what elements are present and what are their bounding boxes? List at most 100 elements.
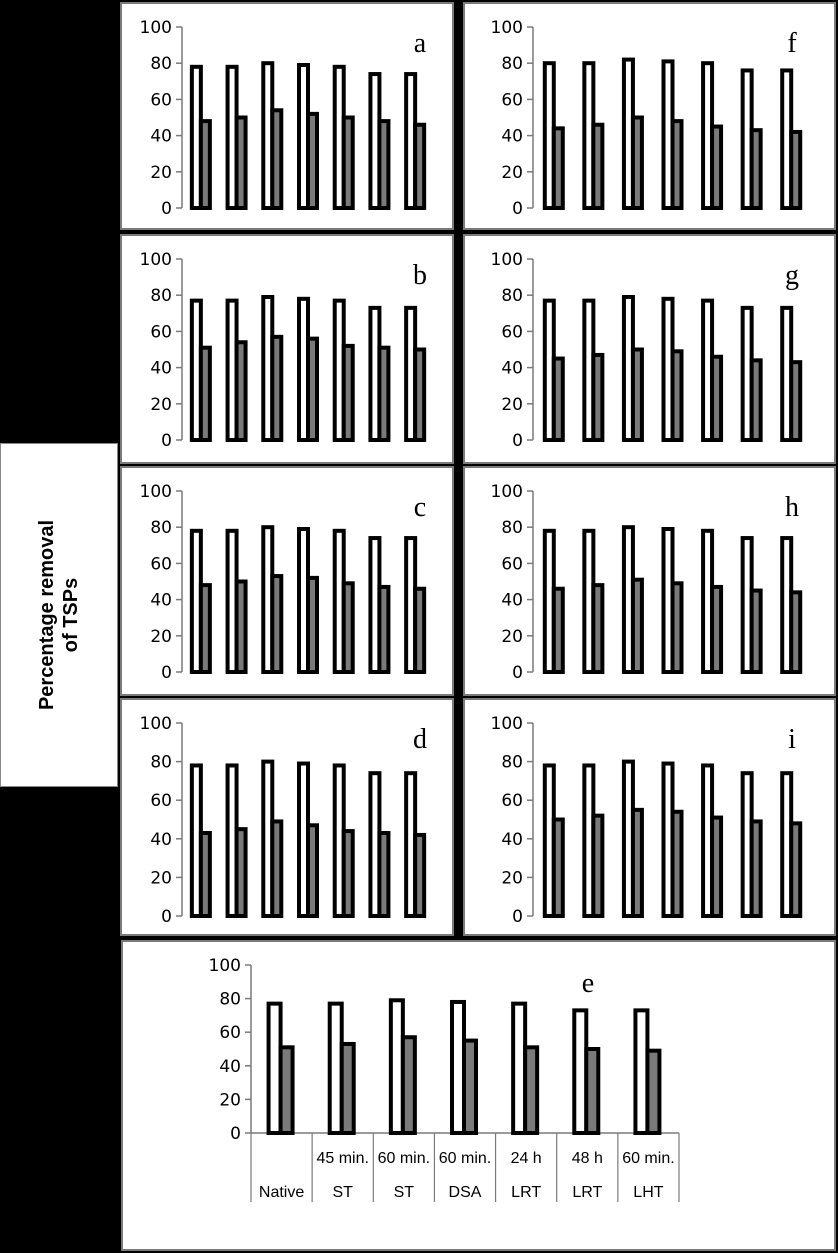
bar-chart-c: 0 20 40 60 80 100 c	[140, 482, 427, 683]
bar-group	[225, 763, 248, 918]
svg-text:0: 0	[161, 663, 172, 683]
bar-group	[572, 1008, 601, 1135]
bar-group	[189, 64, 212, 210]
bar-group	[261, 525, 284, 675]
svg-text:0: 0	[512, 431, 523, 451]
bar-group	[404, 305, 427, 443]
svg-text:20: 20	[501, 395, 523, 415]
bar-group	[368, 771, 391, 919]
panel-letter: g	[785, 260, 799, 291]
panel-letter: a	[414, 28, 427, 59]
bar-group	[780, 68, 803, 210]
svg-text:40: 40	[219, 1057, 241, 1077]
bar-group	[511, 1001, 540, 1135]
bar-group	[701, 61, 724, 211]
svg-text:48 h: 48 h	[572, 1150, 603, 1167]
bar-group	[701, 528, 724, 674]
bar-group	[368, 305, 391, 443]
svg-text:60: 60	[501, 322, 523, 342]
svg-text:100: 100	[491, 250, 523, 270]
svg-text:60: 60	[150, 322, 172, 342]
bar-group	[740, 305, 763, 443]
bar-group	[189, 298, 212, 442]
svg-text:80: 80	[501, 753, 523, 773]
bar-chart-e: 0 20 40 60 80 100 e 45 min. 60 min. 60 min. 24 h 48…	[209, 956, 680, 1202]
bar-group	[701, 298, 724, 442]
svg-text:40: 40	[150, 359, 172, 379]
bar-group	[189, 763, 212, 918]
y-axis-label-line1: Percentage removal	[36, 519, 58, 711]
panel-letter: f	[787, 28, 797, 59]
bar-group	[701, 763, 724, 918]
svg-text:Native: Native	[259, 1184, 304, 1201]
bar-group	[542, 298, 565, 442]
chart-panel-i: 0 20 40 60 80 100 i	[463, 698, 836, 936]
svg-text:80: 80	[150, 518, 172, 538]
bar-group	[582, 298, 605, 442]
svg-text:LRT: LRT	[511, 1184, 541, 1201]
y-axis-label-box: Percentage removal of TSPs	[0, 443, 118, 787]
svg-text:60 min.: 60 min.	[378, 1150, 430, 1167]
bar-group	[297, 63, 319, 211]
bar-group	[633, 1008, 662, 1135]
svg-text:80: 80	[150, 753, 172, 773]
svg-text:24 h: 24 h	[511, 1150, 542, 1167]
bar-group	[404, 771, 427, 919]
svg-text:0: 0	[512, 663, 523, 683]
bar-group	[266, 1001, 295, 1135]
bar-group	[297, 296, 319, 442]
bar-group	[542, 763, 565, 918]
bar-group	[542, 61, 565, 211]
svg-text:20: 20	[150, 627, 172, 647]
svg-text:0: 0	[512, 907, 523, 927]
bar-group	[332, 298, 355, 442]
svg-text:80: 80	[501, 54, 523, 74]
svg-text:60: 60	[219, 1023, 241, 1043]
svg-text:80: 80	[501, 518, 523, 538]
svg-text:40: 40	[501, 830, 523, 850]
svg-text:0: 0	[161, 907, 172, 927]
svg-text:ST: ST	[394, 1184, 415, 1201]
svg-text:20: 20	[501, 627, 523, 647]
svg-text:40: 40	[501, 359, 523, 379]
bar-chart-h: 0 20 40 60 80 100 h	[491, 482, 803, 683]
bar-group	[261, 759, 284, 918]
bar-chart-b: 0 20 40 60 80 100 b	[140, 250, 427, 451]
bar-group	[661, 296, 684, 442]
svg-text:20: 20	[501, 868, 523, 888]
bar-group	[582, 528, 605, 674]
bar-group	[661, 761, 684, 918]
bar-group	[388, 998, 417, 1135]
bar-group	[332, 528, 355, 674]
svg-text:80: 80	[219, 990, 241, 1010]
svg-text:0: 0	[230, 1124, 241, 1144]
svg-text:100: 100	[209, 956, 241, 976]
svg-text:60 min.: 60 min.	[439, 1150, 491, 1167]
svg-text:60: 60	[150, 554, 172, 574]
svg-text:LHT: LHT	[633, 1184, 663, 1201]
svg-text:40: 40	[150, 591, 172, 611]
bar-group	[621, 295, 644, 443]
bar-group	[780, 305, 803, 443]
svg-text:100: 100	[140, 250, 172, 270]
chart-panel-f: 0 20 40 60 80 100 f	[463, 2, 836, 230]
chart-panel-d: 0 20 40 60 80 100 d	[120, 698, 454, 936]
bar-chart-f: 0 20 40 60 80 100 f	[491, 18, 803, 219]
bar-group	[225, 528, 248, 674]
svg-text:100: 100	[491, 482, 523, 502]
panel-letter: i	[788, 724, 796, 755]
svg-text:100: 100	[140, 714, 172, 734]
svg-text:40: 40	[150, 830, 172, 850]
svg-text:DSA: DSA	[449, 1184, 482, 1201]
svg-text:20: 20	[501, 163, 523, 183]
svg-text:LRT: LRT	[572, 1184, 602, 1201]
chart-panel-e: 0 20 40 60 80 100 e 45 min. 60 min. 60 min. 24 h 48…	[121, 940, 836, 1251]
svg-text:45 min.: 45 min.	[316, 1150, 368, 1167]
svg-text:60: 60	[501, 90, 523, 110]
panel-letter: b	[413, 260, 427, 291]
svg-text:40: 40	[501, 591, 523, 611]
bar-group	[297, 527, 319, 675]
y-axis-label: Percentage removal of TSPs	[35, 520, 83, 710]
bar-group	[450, 999, 478, 1135]
svg-text:60: 60	[150, 90, 172, 110]
